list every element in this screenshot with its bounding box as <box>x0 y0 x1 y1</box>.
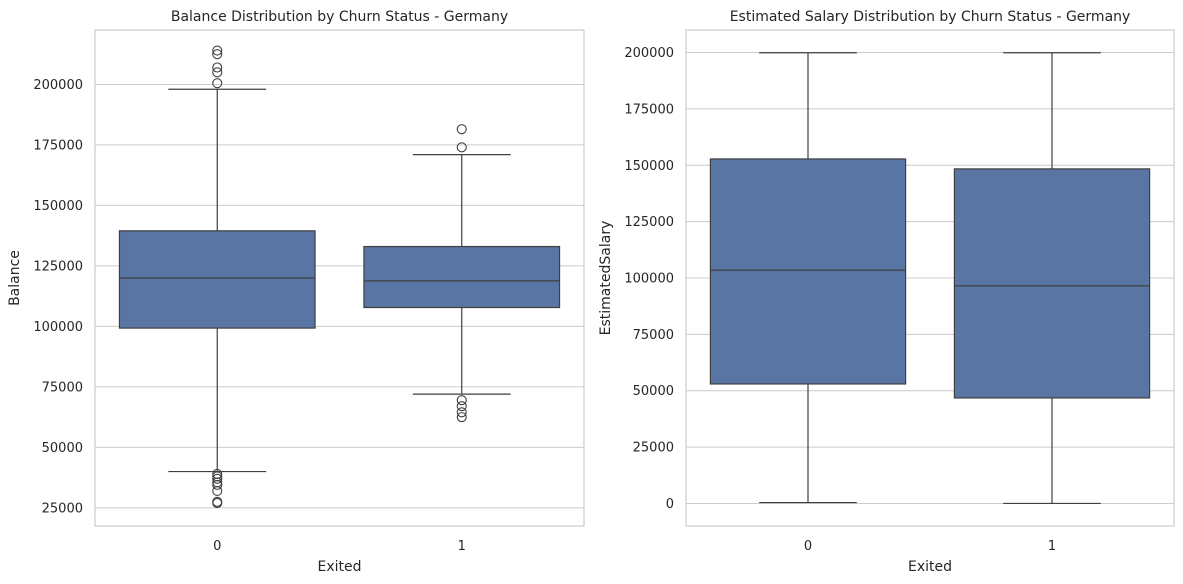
salary-plot-frame <box>685 29 1175 527</box>
balance-y-axis-label: Balance <box>7 250 23 306</box>
balance-chart-title: Balance Distribution by Churn Status - G… <box>171 9 508 25</box>
salary-chart-title: Estimated Salary Distribution by Churn S… <box>730 9 1131 25</box>
balance-outlier-point <box>212 62 223 73</box>
salary-ytick-label: 50000 <box>633 384 674 399</box>
balance-ytick-label: 50000 <box>42 441 83 456</box>
salary-y-axis-label: EstimatedSalary <box>598 221 614 336</box>
balance-xtick-label: 1 <box>458 539 466 554</box>
balance-ytick-label: 200000 <box>33 78 83 93</box>
balance-outlier-point <box>212 485 223 496</box>
salary-ytick-label: 125000 <box>624 215 674 230</box>
balance-outlier-point <box>212 45 223 56</box>
salary-xtick-label: 1 <box>1048 539 1056 554</box>
balance-box-1 <box>363 245 561 309</box>
balance-outlier-point <box>456 412 467 423</box>
balance-xtick-label: 0 <box>213 539 221 554</box>
salary-ytick-label: 150000 <box>624 159 674 174</box>
salary-chart-panel: 0 25000 50000 75000 100000 125000 150000 175000… <box>598 9 1175 575</box>
balance-x-axis-label: Exited <box>317 559 361 575</box>
balance-outlier-point <box>212 49 223 60</box>
balance-ytick-label: 150000 <box>33 199 83 214</box>
salary-box-1 <box>953 168 1151 399</box>
salary-xtick-label: 0 <box>804 539 812 554</box>
balance-ytick-label: 175000 <box>33 138 83 153</box>
balance-chart-panel: 25000 50000 75000 100000 125000 150000 175000 2… <box>7 9 585 575</box>
salary-ytick-label: 175000 <box>624 102 674 117</box>
balance-outlier-point <box>212 78 223 89</box>
balance-outlier-point <box>212 473 223 484</box>
salary-ytick-label: 0 <box>666 497 674 512</box>
balance-outlier-point <box>456 395 467 406</box>
salary-ytick-label: 75000 <box>633 328 674 343</box>
balance-plot-frame <box>94 29 585 527</box>
salary-ytick-label: 200000 <box>624 46 674 61</box>
balance-ytick-label: 75000 <box>42 380 83 395</box>
balance-outlier-point <box>456 124 467 135</box>
balance-outlier-point <box>212 479 223 490</box>
salary-x-axis-label: Exited <box>908 559 952 575</box>
balance-outlier-point <box>456 407 467 418</box>
balance-ytick-label: 25000 <box>42 501 83 516</box>
salary-ytick-label: 100000 <box>624 272 674 287</box>
balance-outlier-point <box>456 142 467 153</box>
balance-ytick-label: 125000 <box>33 259 83 274</box>
balance-outlier-point <box>212 67 223 78</box>
salary-box-0 <box>709 158 907 385</box>
balance-ytick-label: 100000 <box>33 320 83 335</box>
salary-ytick-label: 25000 <box>633 441 674 456</box>
balance-outlier-point <box>456 401 467 412</box>
balance-outlier-point <box>212 497 223 509</box>
balance-box-0 <box>118 230 316 329</box>
